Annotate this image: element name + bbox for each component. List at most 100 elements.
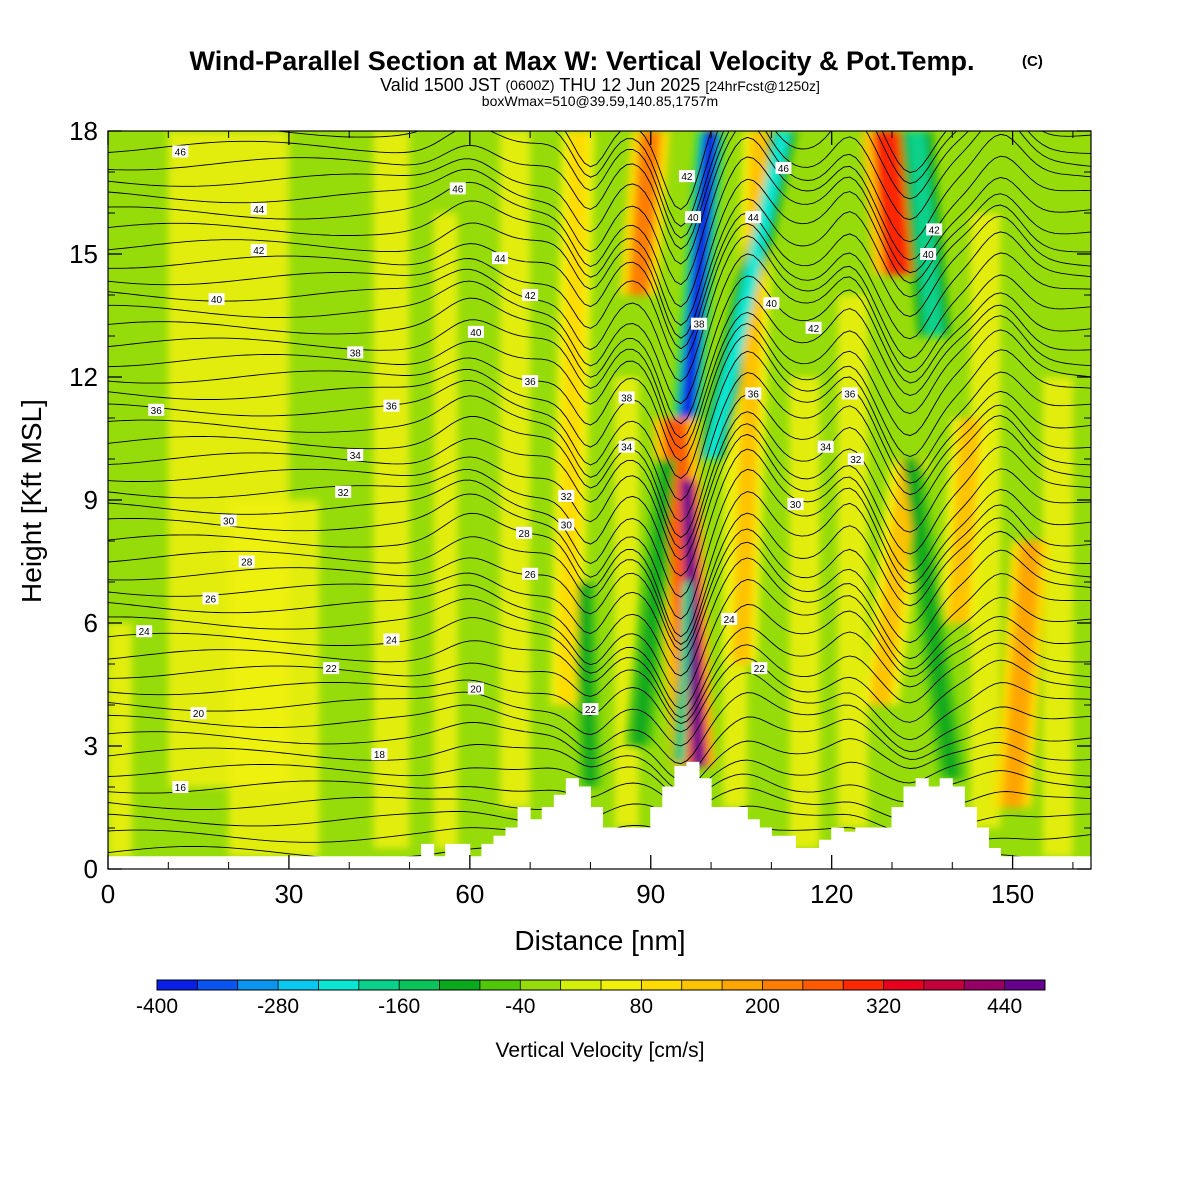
theta-contour-line [108,131,1091,239]
colorbar-swatch [358,980,400,990]
theta-contour-label: 42 [522,289,539,302]
theta-label-text: 22 [754,664,766,675]
theta-contour-labels: 16 18 20 20 22 22 22 24 24 24 26 26 28 28 30 30 30 32 32 32… [136,145,943,794]
theta-contour-label: 42 [250,243,267,257]
theta-label-text: 34 [621,443,633,454]
theta-label-text: 28 [241,558,253,569]
valid-prefix: Valid 1500 JST [380,75,501,95]
theta-contour-line [108,512,1091,645]
theta-contour-line [108,312,1091,450]
theta-contour-label: 42 [926,223,943,236]
theta-contour-label: 46 [449,182,466,195]
theta-label-text: 42 [808,324,820,335]
theta-label-text: 24 [386,635,398,646]
theta-label-bg [558,518,575,531]
field-soft-band [433,213,458,849]
theta-contour-line [108,253,1091,405]
theta-contour-label: 34 [817,440,834,454]
forecast-tag: [24hrFcst@1250z] [705,78,820,94]
theta-label-bg [371,748,388,761]
theta-label-text: 16 [175,783,187,794]
theta-label-text: 32 [338,488,350,499]
theta-label-bg [323,662,340,675]
theta-label-bg [618,391,635,404]
theta-label-text: 44 [748,213,760,224]
colorbar-tick-label: 200 [745,995,780,1018]
theta-contour-label: 20 [467,682,484,696]
theta-contour-line [108,657,1091,733]
theta-contour-line [108,692,1091,765]
colorbar-swatch [641,980,683,990]
theta-label-text: 24 [139,627,151,638]
theta-contour-label: 46 [172,145,189,159]
theta-contour-line [108,603,1091,709]
field-soft-band [373,131,410,849]
colorbar-swatch [520,980,561,990]
theta-contour-label: 26 [522,567,539,581]
colorbar-swatch [278,980,319,990]
theta-contour-label: 36 [383,399,400,413]
downdraft-band [578,582,597,787]
theta-label-text: 42 [253,246,265,257]
theta-label-bg [787,498,804,511]
theta-label-text: 36 [151,406,163,417]
colorbar-tick-label: -280 [257,995,299,1018]
theta-label-bg [208,293,225,306]
x-tick-label: 0 [101,879,115,909]
theta-label-text: 40 [766,299,778,310]
theta-label-text: 24 [724,615,736,626]
theta-contour-label: 36 [841,387,858,400]
vertical-velocity-field [108,131,1091,869]
theta-contour-label: 34 [347,448,364,462]
colorbar-tick-label: -40 [505,995,535,1018]
theta-label-bg [383,399,400,412]
x-tick-label: 60 [455,879,484,909]
theta-label-bg [684,211,701,224]
theta-contour-line [108,468,1091,620]
theta-contour-line [108,716,1091,781]
theta-contour-label: 42 [805,321,822,335]
colorbar-swatch [722,980,763,990]
downdraft-band [902,459,960,779]
field-bands [550,131,1050,808]
theta-label-bg [522,289,539,301]
theta-label-text: 36 [386,402,398,413]
theta-label-bg [449,182,466,195]
colorbar-tick-label: 80 [630,995,653,1018]
theta-label-text: 30 [790,500,802,511]
x-tick-label: 90 [636,879,665,909]
theta-contour-label: 40 [467,325,484,339]
theta-contour-line [108,131,1091,227]
theta-label-text: 40 [211,295,223,306]
theta-contour-label: 44 [250,202,267,216]
chart-subtitle: Valid 1500 JST (0600Z) THU 12 Jun 2025 [… [380,74,820,95]
theta-contour-label: 46 [775,161,792,175]
colorbar-swatch [883,980,925,990]
theta-contour-line [108,557,1091,677]
theta-label-bg [172,145,189,158]
updraft-band [947,418,981,623]
title-unit-tag: (C) [1022,53,1043,70]
theta-contour-label: 38 [691,317,708,331]
colorbar-swatch [318,980,360,990]
theta-label-text: 40 [470,328,482,339]
theta-label-bg [582,703,599,716]
theta-label-text: 36 [844,389,856,400]
colorbar-tick-label: 320 [866,995,901,1018]
y-axis-label: Height [Kft MSL] [16,399,47,603]
valid-utc: (0600Z) [506,77,555,93]
y-tick-label: 9 [84,485,98,515]
colorbar-swatch [439,980,481,990]
theta-contour-label: 40 [920,248,937,261]
theta-label-bg [202,592,219,605]
theta-label-text: 40 [687,213,699,224]
theta-contour-label: 26 [202,592,219,605]
theta-contour-label: 32 [558,489,575,503]
theta-label-text: 42 [681,172,693,183]
theta-label-text: 40 [923,250,935,261]
colorbar-swatch [399,980,440,990]
y-tick-label: 12 [69,362,98,392]
colorbar-swatch [479,980,521,990]
colorbar-tick-label: -400 [136,995,178,1018]
